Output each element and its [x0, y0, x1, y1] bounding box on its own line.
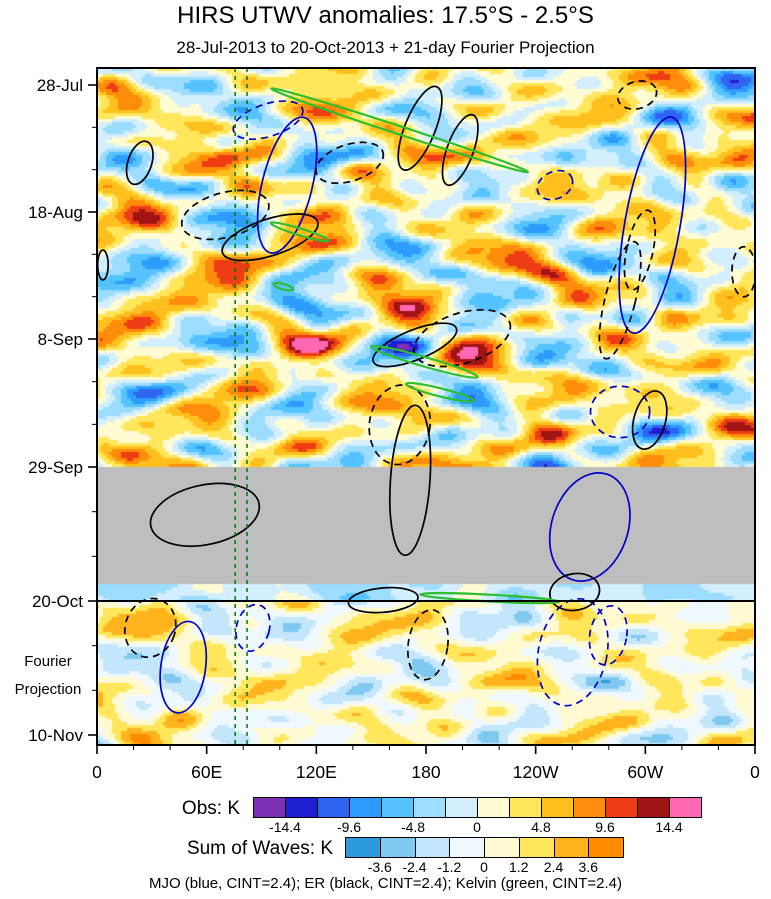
colorbar-tick-label: -2.4: [402, 859, 427, 875]
colorbar-segment: [449, 837, 485, 858]
er-contour: [598, 240, 642, 360]
obs-colorbar-label: Obs: K: [181, 798, 240, 819]
x-tick-label: 120W: [513, 762, 559, 782]
colorbar-segment: [285, 797, 318, 818]
er-contour: [623, 209, 657, 291]
kelvin-contour: [419, 592, 561, 605]
colorbar-tick-label: -9.6: [336, 819, 362, 835]
colorbar-segment: [553, 837, 590, 858]
colorbar-segment: [381, 797, 414, 818]
fourier-annotation-line: Fourier: [24, 653, 72, 670]
colorbar-segment: [588, 837, 624, 858]
kelvin-contour: [370, 344, 479, 379]
x-tick-label: 180: [411, 762, 440, 782]
er-contour: [397, 85, 443, 171]
colorbar-segment: [637, 797, 670, 818]
colorbar-tick-label: -1.2: [437, 859, 462, 875]
colorbar-tick-label: -4.8: [400, 819, 426, 835]
colorbar-segment: [349, 797, 382, 818]
mjo-contour: [235, 603, 271, 653]
obs-colorbar: [253, 797, 702, 818]
mjo-contour: [588, 604, 628, 666]
colorbar-segment: [317, 797, 350, 818]
er-contour: [97, 249, 110, 281]
kelvin-contour: [269, 221, 330, 243]
kelvin-contour: [404, 381, 475, 403]
colorbar-segment: [445, 797, 478, 818]
colorbar-tick-label: -3.6: [367, 859, 392, 875]
mjo-contour: [618, 116, 687, 335]
colorbar-tick-label: 9.6: [595, 819, 615, 835]
er-contour: [388, 404, 432, 557]
er-contour: [731, 245, 755, 298]
er-contour: [125, 140, 154, 186]
colorbar-tick-label: 4.8: [531, 819, 551, 835]
x-tick-label: 60W: [627, 762, 663, 782]
mjo-contour: [589, 385, 651, 439]
kelvin-contour: [270, 87, 530, 174]
colorbar-segment: [541, 797, 574, 818]
x-tick-label: 0: [750, 762, 760, 782]
er-contour: [123, 597, 177, 659]
colorbar-tick-label: 1.2: [509, 859, 529, 875]
plot-frame: [96, 67, 756, 746]
fourier-annotation-line: Projection: [14, 681, 82, 698]
mjo-contour: [159, 620, 208, 714]
colorbar-segment: [573, 797, 606, 818]
y-tick-label: 10-Nov: [28, 726, 83, 745]
er-contour: [315, 141, 385, 185]
waves-colorbar-label: Sum of Waves: K: [186, 838, 333, 859]
waves-colorbar: [345, 837, 624, 858]
mjo-contour: [256, 116, 318, 254]
y-tick-label: 20-Oct: [32, 592, 83, 611]
er-contour: [149, 482, 261, 547]
colorbar-tick-label: 14.4: [655, 819, 683, 835]
colorbar-segment: [345, 837, 381, 858]
er-contour: [372, 322, 458, 368]
colorbar-segment: [669, 797, 702, 818]
colorbar-tick-label: 3.6: [578, 859, 598, 875]
colorbar-segment: [477, 797, 510, 818]
hovmoller-field-canvas: [97, 68, 755, 745]
colorbar-tick-label: 0: [473, 819, 481, 835]
colorbar-segment: [413, 797, 446, 818]
colorbar-tick-label: 0: [480, 859, 488, 875]
er-contour: [221, 213, 319, 262]
colorbar-segment: [518, 837, 555, 858]
colorbar-segment: [509, 797, 542, 818]
er-contour: [406, 608, 449, 681]
x-tick-label: 0: [92, 762, 102, 782]
colorbar-segment: [484, 837, 520, 858]
er-contour: [347, 586, 419, 614]
y-tick-label: 8-Sep: [38, 330, 83, 349]
colorbar-segment: [414, 837, 451, 858]
er-contour: [616, 80, 658, 110]
x-tick-label: 60E: [191, 762, 222, 782]
y-tick-label: 29-Sep: [28, 458, 83, 477]
er-contour: [441, 113, 479, 187]
y-tick-label: 28-Jul: [37, 76, 83, 95]
chart-subtitle: 28-Jul-2013 to 20-Oct-2013 + 21-day Four…: [176, 38, 595, 57]
x-tick-label: 120E: [296, 762, 337, 782]
er-contour: [549, 572, 601, 612]
er-contour: [180, 189, 270, 241]
mjo-contour: [548, 472, 631, 582]
colorbar-segment: [605, 797, 638, 818]
fourier-annotation: Fourier Projection: [4, 648, 92, 704]
chart-title: HIRS UTWV anomalies: 17.5°S - 2.5°S: [177, 2, 594, 29]
y-tick-label: 18-Aug: [28, 203, 83, 222]
mjo-contour: [536, 169, 574, 201]
mjo-contour: [536, 597, 609, 707]
colorbar-segment: [253, 797, 286, 818]
colorbar-tick-label: 2.4: [543, 859, 564, 875]
kelvin-contour: [272, 281, 294, 292]
colorbar-tick-label: -14.4: [269, 819, 301, 835]
mjo-contour: [232, 100, 304, 141]
contour-legend-caption: MJO (blue, CINT=2.4); ER (black, CINT=2.…: [148, 875, 623, 892]
er-contour: [631, 390, 668, 450]
colorbar-segment: [379, 837, 416, 858]
er-contour: [368, 384, 432, 466]
